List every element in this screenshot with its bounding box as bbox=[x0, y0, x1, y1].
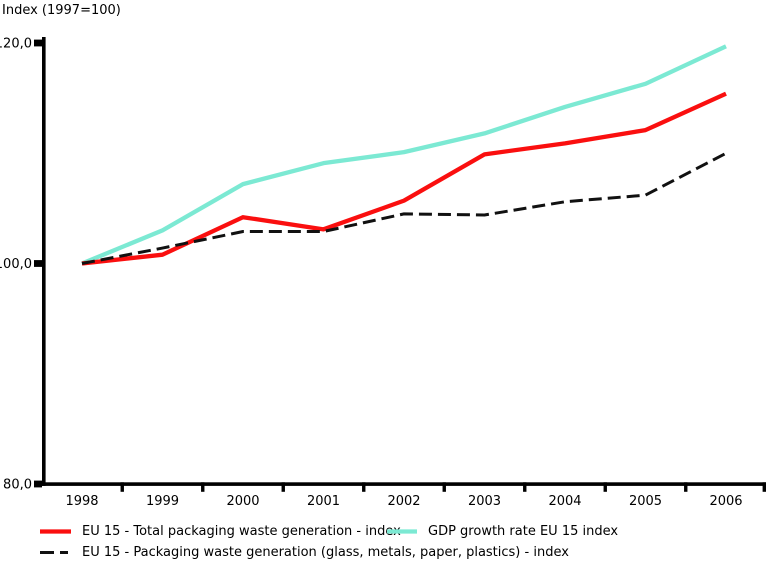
x-tick bbox=[281, 482, 285, 492]
x-axis-line bbox=[42, 482, 766, 486]
legend-item-partial-packaging: EU 15 - Packaging waste generation (glas… bbox=[40, 544, 569, 560]
legend-item-gdp: GDP growth rate EU 15 index bbox=[387, 523, 619, 539]
x-tick bbox=[684, 482, 688, 492]
x-tick bbox=[120, 482, 124, 492]
x-tick bbox=[362, 482, 366, 492]
legend-label-total: EU 15 - Total packaging waste generation… bbox=[82, 523, 401, 539]
y-axis-line bbox=[42, 37, 46, 486]
y-tick-label: 100,0 bbox=[0, 257, 32, 272]
x-tick-label: 2004 bbox=[548, 494, 581, 509]
x-tick bbox=[762, 482, 766, 492]
x-tick-label: 2006 bbox=[709, 494, 742, 509]
x-tick bbox=[603, 482, 607, 492]
x-tick-label: 2000 bbox=[226, 494, 259, 509]
x-tick-label: 2001 bbox=[307, 494, 340, 509]
x-tick-label: 2003 bbox=[468, 494, 501, 509]
x-tick-label: 1999 bbox=[146, 494, 179, 509]
series-line-0 bbox=[81, 91, 727, 266]
legend-item-total-packaging: EU 15 - Total packaging waste generation… bbox=[40, 523, 401, 539]
series-line-1 bbox=[81, 44, 727, 266]
x-tick bbox=[523, 482, 527, 492]
series-line-2 bbox=[81, 151, 727, 265]
y-tick-label: 120,0 bbox=[0, 37, 32, 52]
legend-swatch-total bbox=[40, 528, 71, 534]
x-tick bbox=[201, 482, 205, 492]
y-tick bbox=[34, 260, 42, 267]
y-tick bbox=[34, 480, 42, 488]
x-tick-label: 1998 bbox=[65, 494, 98, 509]
x-tick-label: 2002 bbox=[387, 494, 420, 509]
x-tick-label: 2005 bbox=[629, 494, 662, 509]
legend-swatch-partial bbox=[40, 550, 71, 554]
y-axis-title: Index (1997=100) bbox=[2, 3, 121, 18]
legend-label-partial: EU 15 - Packaging waste generation (glas… bbox=[82, 544, 569, 560]
legend-swatch-gdp bbox=[387, 528, 417, 534]
legend-label-gdp: GDP growth rate EU 15 index bbox=[428, 523, 619, 539]
x-tick bbox=[442, 482, 446, 492]
y-tick bbox=[34, 39, 42, 47]
y-tick-label: 80,0 bbox=[3, 478, 32, 493]
